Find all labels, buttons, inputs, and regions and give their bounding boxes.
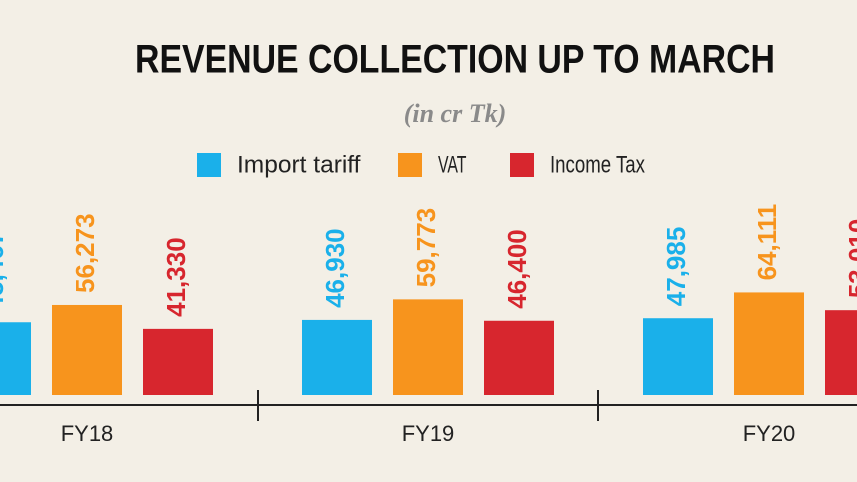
legend-swatch bbox=[398, 153, 422, 177]
value-label: 46,930 bbox=[320, 228, 350, 308]
value-label: 59,773 bbox=[411, 208, 441, 288]
bar bbox=[0, 322, 31, 395]
bar bbox=[825, 310, 857, 395]
bar bbox=[393, 299, 463, 395]
bar bbox=[52, 304, 122, 395]
value-label: 41,330 bbox=[161, 237, 191, 317]
legend-swatch bbox=[197, 153, 221, 177]
x-tick-label: FY18 bbox=[61, 421, 114, 446]
x-tick-label: FY20 bbox=[743, 421, 796, 446]
legend-swatch bbox=[510, 153, 534, 177]
chart-subtitle: (in cr Tk) bbox=[404, 99, 507, 128]
legend-label: VAT bbox=[438, 151, 467, 178]
value-label: 64,111 bbox=[752, 204, 782, 281]
bar bbox=[302, 319, 372, 395]
value-label: 53,010 bbox=[843, 219, 857, 299]
legend-label: Income Tax bbox=[550, 151, 645, 178]
bar bbox=[484, 320, 554, 395]
x-tick-label: FY19 bbox=[402, 421, 455, 446]
bar bbox=[734, 292, 804, 395]
value-label: 45,467 bbox=[0, 231, 9, 311]
value-label: 46,400 bbox=[502, 229, 532, 309]
legend-label: Import tariff bbox=[237, 151, 361, 178]
chart-title: REVENUE COLLECTION UP TO MARCH bbox=[135, 38, 775, 82]
value-label: 56,273 bbox=[70, 213, 100, 293]
value-label: 47,985 bbox=[661, 227, 691, 307]
bar bbox=[643, 318, 713, 395]
bar bbox=[143, 328, 213, 395]
